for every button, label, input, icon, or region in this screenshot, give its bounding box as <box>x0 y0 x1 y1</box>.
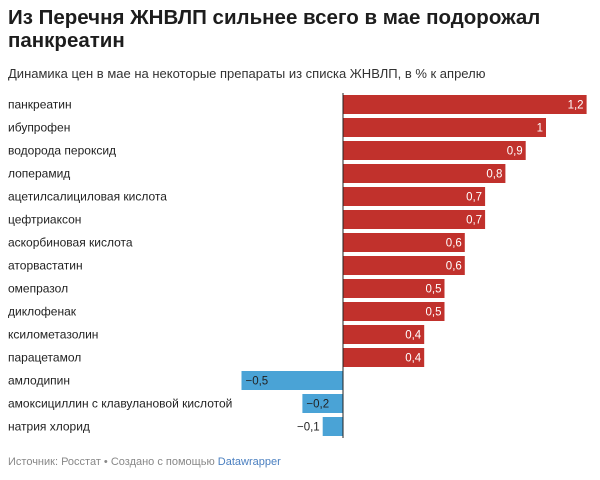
bar <box>343 164 506 183</box>
value-label: 1,2 <box>568 100 584 112</box>
category-label: цефтриаксон <box>8 213 81 227</box>
value-label: 0,5 <box>426 307 442 319</box>
bar <box>343 279 445 298</box>
category-label: панкреатин <box>8 98 72 112</box>
category-label: ксилометазолин <box>8 328 98 342</box>
category-label: лоперамид <box>8 167 70 181</box>
category-label: омепразол <box>8 282 68 296</box>
value-label: 0,4 <box>405 353 422 365</box>
value-label: 0,5 <box>426 284 442 296</box>
bar <box>302 394 343 413</box>
bar <box>343 256 465 275</box>
category-label: натрия хлорид <box>8 420 90 434</box>
value-label: 0,9 <box>507 146 523 158</box>
category-label: ацетилсалициловая кислота <box>8 190 167 204</box>
value-label: −0,2 <box>306 399 329 411</box>
bar <box>343 348 425 367</box>
source-text: Источник: Росстат • Создано с помощью <box>8 456 218 468</box>
bar <box>322 417 343 436</box>
bar <box>343 302 445 321</box>
bar <box>343 325 425 344</box>
category-label: диклофенак <box>8 305 77 319</box>
chart-title: Из Перечня ЖНВЛП сильнее всего в мае под… <box>8 6 541 52</box>
chart-subtitle: Динамика цен в мае на некоторые препарат… <box>8 66 486 81</box>
category-label: парацетамол <box>8 351 81 365</box>
source-footer: Источник: Росстат • Создано с помощью Da… <box>8 456 281 468</box>
value-label: −0,1 <box>297 422 320 434</box>
bar <box>343 210 486 229</box>
value-label: −0,5 <box>246 376 269 388</box>
value-label: 0,7 <box>466 215 482 227</box>
bar <box>343 141 526 160</box>
bar <box>343 95 587 114</box>
value-label: 0,6 <box>446 261 462 273</box>
value-label: 0,8 <box>486 169 502 181</box>
value-label: 0,4 <box>405 330 422 342</box>
datawrapper-link[interactable]: Datawrapper <box>217 456 281 468</box>
category-label: аскорбиновая кислота <box>8 236 133 250</box>
bar <box>343 233 465 252</box>
bar <box>241 371 343 390</box>
bar <box>343 118 546 137</box>
bar <box>343 187 486 206</box>
value-label: 0,7 <box>466 192 482 204</box>
value-label: 1 <box>537 123 543 135</box>
category-label: водорода пероксид <box>8 144 116 158</box>
category-label: ибупрофен <box>8 121 70 135</box>
value-label: 0,6 <box>446 238 462 250</box>
category-label: амоксициллин с клавулановой кислотой <box>8 397 232 411</box>
category-label: амлодипин <box>8 374 70 388</box>
category-label: аторвастатин <box>8 259 83 273</box>
